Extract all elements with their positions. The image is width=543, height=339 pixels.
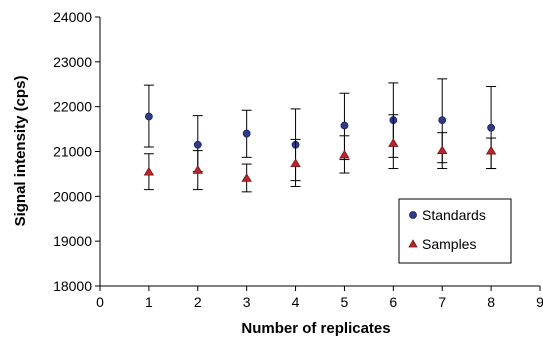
x-tick-label: 6	[389, 294, 397, 310]
x-tick-label: 3	[243, 294, 251, 310]
legend-box	[398, 198, 512, 264]
x-tick-label: 4	[292, 294, 300, 310]
y-tick-label: 20000	[53, 188, 92, 204]
y-axis-title: Signal intensity (cps)	[12, 76, 29, 227]
y-axis-ticks: 18000 19000 20000 21000 22000 23000 24000	[53, 9, 100, 294]
data-point-standards	[242, 129, 251, 138]
y-tick-label: 21000	[53, 144, 92, 160]
x-tick-label: 2	[194, 294, 202, 310]
legend: Standards Samples	[398, 198, 512, 264]
y-tick-label: 22000	[53, 99, 92, 115]
x-axis-ticks: 0 1 2 3 4 5 6 7 8 9	[96, 286, 543, 310]
data-point-samples	[485, 145, 497, 155]
data-point-samples	[290, 158, 301, 168]
data-point-standards	[438, 116, 447, 125]
data-point-samples	[437, 145, 448, 155]
data-point-samples	[192, 165, 203, 174]
data-point-samples	[388, 138, 399, 147]
data-marks	[143, 78, 497, 193]
data-point-standards	[487, 123, 496, 132]
series-samples	[143, 114, 497, 193]
y-tick-label: 18000	[53, 278, 92, 294]
x-tick-label: 0	[96, 294, 104, 310]
y-tick-label: 24000	[53, 9, 92, 25]
x-tick-label: 9	[536, 294, 543, 310]
data-point-samples	[143, 166, 155, 176]
data-point-standards	[144, 112, 153, 121]
legend-label-samples: Samples	[422, 236, 476, 252]
legend-marker-samples	[408, 239, 418, 248]
y-tick-label: 23000	[53, 54, 92, 70]
data-point-standards	[193, 140, 202, 149]
legend-marker-standards	[409, 211, 417, 219]
x-tick-label: 5	[341, 294, 349, 310]
data-point-samples	[339, 149, 350, 159]
x-tick-label: 7	[438, 294, 446, 310]
y-tick-label: 19000	[53, 233, 92, 249]
data-point-samples	[241, 173, 252, 182]
data-point-standards	[340, 121, 349, 130]
legend-label-standards: Standards	[422, 207, 486, 223]
x-tick-label: 1	[145, 294, 153, 310]
x-axis-title: Number of replicates	[241, 320, 390, 337]
series-standards	[143, 78, 497, 182]
x-tick-label: 8	[487, 294, 495, 310]
